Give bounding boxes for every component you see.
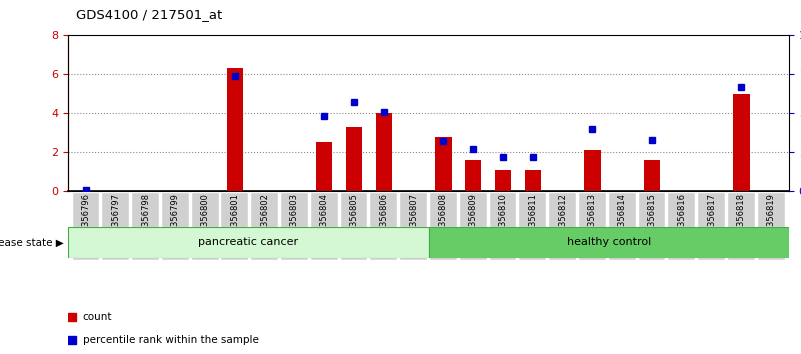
- FancyBboxPatch shape: [638, 193, 666, 260]
- Text: GSM356817: GSM356817: [707, 193, 716, 244]
- FancyBboxPatch shape: [252, 193, 278, 260]
- FancyBboxPatch shape: [609, 193, 635, 260]
- Text: GSM356806: GSM356806: [380, 193, 388, 244]
- FancyBboxPatch shape: [519, 193, 546, 260]
- FancyBboxPatch shape: [400, 193, 427, 260]
- Text: GSM356808: GSM356808: [439, 193, 448, 244]
- Text: healthy control: healthy control: [566, 238, 651, 247]
- Text: GSM356810: GSM356810: [498, 193, 508, 244]
- Bar: [584, 150, 601, 191]
- Bar: [435, 137, 452, 191]
- Text: pancreatic cancer: pancreatic cancer: [199, 238, 298, 247]
- Text: GDS4100 / 217501_at: GDS4100 / 217501_at: [76, 8, 223, 21]
- Text: GSM356804: GSM356804: [320, 193, 328, 244]
- FancyBboxPatch shape: [311, 193, 338, 260]
- Text: GSM356818: GSM356818: [737, 193, 746, 244]
- Bar: [68, 227, 429, 258]
- FancyBboxPatch shape: [73, 193, 99, 260]
- Bar: [733, 94, 750, 191]
- Text: GSM356798: GSM356798: [141, 193, 150, 244]
- Text: GSM356805: GSM356805: [349, 193, 359, 244]
- Text: GSM356803: GSM356803: [290, 193, 299, 244]
- Text: GSM356819: GSM356819: [767, 193, 775, 244]
- Text: GSM356812: GSM356812: [558, 193, 567, 244]
- Bar: [465, 160, 481, 191]
- Text: percentile rank within the sample: percentile rank within the sample: [83, 335, 259, 346]
- FancyBboxPatch shape: [281, 193, 308, 260]
- FancyBboxPatch shape: [460, 193, 487, 260]
- Text: GSM356801: GSM356801: [231, 193, 239, 244]
- FancyBboxPatch shape: [103, 193, 129, 260]
- Text: GSM356811: GSM356811: [529, 193, 537, 244]
- FancyBboxPatch shape: [579, 193, 606, 260]
- Bar: [316, 142, 332, 191]
- Text: GSM356800: GSM356800: [200, 193, 210, 244]
- Text: count: count: [83, 312, 112, 322]
- FancyBboxPatch shape: [489, 193, 517, 260]
- Text: GSM356815: GSM356815: [647, 193, 657, 244]
- Text: GSM356797: GSM356797: [111, 193, 120, 244]
- Bar: [429, 227, 789, 258]
- Text: GSM356796: GSM356796: [82, 193, 91, 244]
- Text: GSM356802: GSM356802: [260, 193, 269, 244]
- Text: GSM356799: GSM356799: [171, 193, 180, 244]
- FancyBboxPatch shape: [222, 193, 248, 260]
- FancyBboxPatch shape: [698, 193, 725, 260]
- Bar: [644, 160, 660, 191]
- Text: GSM356809: GSM356809: [469, 193, 477, 244]
- Text: GSM356814: GSM356814: [618, 193, 626, 244]
- FancyBboxPatch shape: [370, 193, 397, 260]
- Bar: [525, 170, 541, 191]
- FancyBboxPatch shape: [162, 193, 189, 260]
- FancyBboxPatch shape: [668, 193, 695, 260]
- FancyBboxPatch shape: [758, 193, 784, 260]
- Text: disease state ▶: disease state ▶: [0, 238, 64, 247]
- FancyBboxPatch shape: [340, 193, 368, 260]
- Bar: [346, 127, 362, 191]
- Text: GSM356816: GSM356816: [677, 193, 686, 244]
- FancyBboxPatch shape: [728, 193, 755, 260]
- Text: GSM356813: GSM356813: [588, 193, 597, 244]
- Bar: [495, 170, 511, 191]
- FancyBboxPatch shape: [191, 193, 219, 260]
- Bar: [376, 113, 392, 191]
- Bar: [227, 68, 243, 191]
- FancyBboxPatch shape: [549, 193, 576, 260]
- FancyBboxPatch shape: [430, 193, 457, 260]
- FancyBboxPatch shape: [132, 193, 159, 260]
- Text: GSM356807: GSM356807: [409, 193, 418, 244]
